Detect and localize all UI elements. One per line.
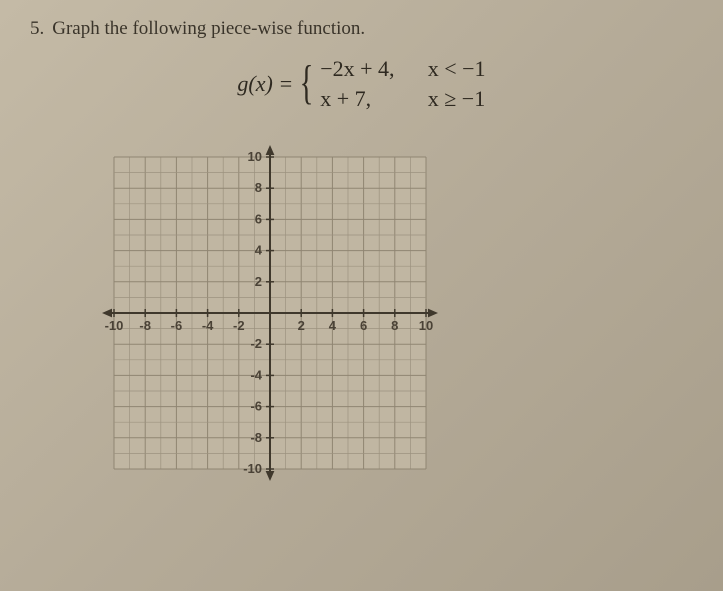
svg-text:-4: -4	[202, 318, 214, 333]
svg-text:-8: -8	[250, 430, 262, 445]
svg-text:-6: -6	[250, 399, 262, 414]
piece-1-expr: −2x + 4,	[320, 54, 412, 84]
piece-2-expr: x + 7,	[320, 84, 412, 114]
problem-statement: 5. Graph the following piece-wise functi…	[30, 18, 693, 40]
svg-text:6: 6	[255, 212, 262, 227]
piece-2: x + 7, x ≥ −1	[320, 84, 485, 114]
grid-svg: -10 -8 -6 -4 -2 2 4 6 8 10 -10 -8 -6 -4 -2 2 4 6 8 10	[90, 133, 450, 493]
svg-text:6: 6	[360, 318, 367, 333]
svg-text:10: 10	[248, 149, 262, 164]
svg-text:4: 4	[255, 243, 263, 258]
svg-text:-2: -2	[233, 318, 245, 333]
svg-text:-10: -10	[243, 461, 262, 476]
svg-text:-2: -2	[250, 337, 262, 352]
piecewise-equation: g(x) = { −2x + 4, x < −1 x + 7, x ≥ −1	[30, 54, 693, 113]
svg-text:-6: -6	[171, 318, 183, 333]
svg-text:8: 8	[255, 181, 262, 196]
coordinate-grid: -10 -8 -6 -4 -2 2 4 6 8 10 -10 -8 -6 -4 -2 2 4 6 8 10	[90, 133, 450, 493]
equation-pieces: −2x + 4, x < −1 x + 7, x ≥ −1	[320, 54, 485, 113]
svg-text:-10: -10	[105, 318, 124, 333]
svg-text:4: 4	[329, 318, 337, 333]
piece-1: −2x + 4, x < −1	[320, 54, 485, 84]
problem-text: Graph the following piece-wise function.	[52, 18, 365, 40]
piece-2-cond: x ≥ −1	[428, 86, 485, 111]
svg-text:10: 10	[419, 318, 433, 333]
svg-text:-8: -8	[139, 318, 151, 333]
brace-icon: {	[300, 64, 314, 102]
piece-1-cond: x < −1	[428, 56, 486, 81]
svg-text:8: 8	[391, 318, 398, 333]
svg-text:-4: -4	[250, 368, 262, 383]
problem-number: 5.	[30, 18, 44, 40]
equation-lhs: g(x) =	[237, 71, 293, 97]
svg-text:2: 2	[298, 318, 305, 333]
svg-text:2: 2	[255, 274, 262, 289]
